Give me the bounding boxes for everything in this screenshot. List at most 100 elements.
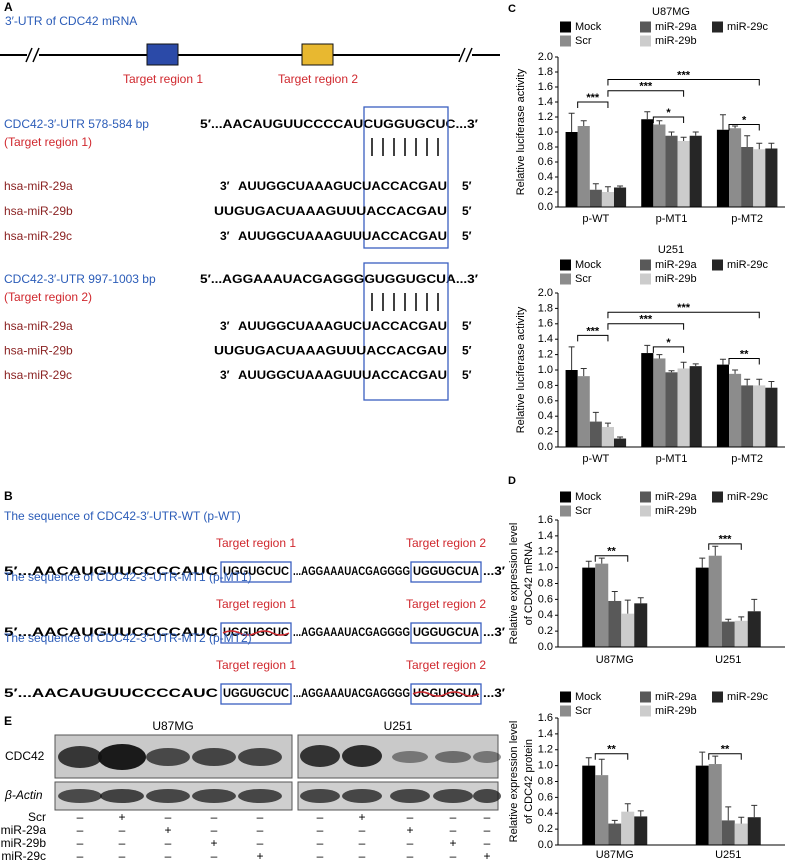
legend-label: Scr (575, 505, 592, 517)
prime-label: 5′ (462, 319, 472, 333)
treatment-sign: – (450, 810, 457, 824)
mirna-sequence: UUGUGACUAAAGUUUACCACGAU (214, 204, 447, 218)
treatment-sign: – (257, 836, 264, 850)
significance-label: ** (607, 546, 616, 558)
treatment-sign: – (359, 823, 366, 837)
treatment-sign: – (77, 836, 84, 850)
legend-swatch (560, 273, 571, 285)
sequence-title: The sequence of CDC42-3′-UTR-WT (p-WT) (4, 509, 241, 523)
legend-swatch (640, 35, 651, 47)
y-axis-title: of CDC42 mRNA (523, 541, 535, 625)
legend-label: miR-29c (727, 259, 768, 271)
treatment-sign: + (210, 836, 217, 850)
legend-label: Mock (575, 21, 602, 33)
y-tick-label: 0.2 (538, 625, 553, 637)
y-tick-label: 0.2 (538, 186, 553, 198)
y-tick-label: 0.8 (538, 577, 553, 589)
bar (577, 376, 590, 447)
panel-label: B (4, 489, 13, 503)
treatment-sign: – (484, 823, 491, 837)
treatment-sign: – (407, 849, 414, 861)
mutation-mark (222, 630, 290, 636)
x-tick-label: p-MT2 (731, 213, 763, 225)
sequence-part: ...3′ (483, 564, 505, 578)
y-tick-label: 0.0 (538, 441, 553, 453)
significance-bracket (607, 323, 685, 330)
site-name: CDC42-3′-UTR 578-584 bp (4, 117, 149, 131)
bar (721, 820, 735, 845)
treatment-sign: – (484, 810, 491, 824)
treatment-sign: + (164, 823, 171, 837)
error-bar (719, 114, 726, 130)
treatment-sign: – (77, 810, 84, 824)
significance-label: * (742, 114, 747, 126)
error-bar (617, 436, 624, 439)
bar (665, 135, 678, 207)
x-tick-label: p-WT (582, 453, 609, 465)
error-bar (692, 363, 699, 367)
legend-swatch (640, 273, 651, 285)
x-tick-label: p-WT (582, 213, 609, 225)
significance-bracket (708, 543, 742, 550)
treatment-sign: – (407, 810, 414, 824)
error-bar (598, 758, 605, 776)
legend-label: miR-29a (655, 259, 697, 271)
prime-label: 5′ (462, 229, 472, 243)
y-tick-label: 1.6 (538, 712, 553, 724)
error-bar (744, 378, 751, 386)
legend-swatch (560, 21, 571, 33)
y-tick-label: 1.2 (538, 111, 553, 123)
significance-label: *** (586, 92, 600, 104)
significance-label: *** (639, 314, 653, 326)
sequence-title: The sequence of CDC42-3′-UTR-MT2 (p-MT2) (4, 631, 252, 645)
treatment-sign: – (119, 836, 126, 850)
bar (641, 353, 654, 447)
x-tick-label: p-MT1 (656, 453, 688, 465)
error-bar (656, 120, 663, 125)
target-region-label: Target region 1 (216, 536, 296, 550)
bar (729, 128, 742, 207)
target-box-2 (301, 43, 334, 66)
y-tick-label: 2.0 (538, 51, 553, 63)
significance-bracket (607, 311, 760, 319)
error-bar (680, 361, 687, 369)
treatment-sign: – (317, 836, 324, 850)
site-region: (Target region 2) (4, 290, 92, 304)
error-bar (725, 618, 732, 622)
treatment-sign: – (211, 810, 218, 824)
error-bar (751, 804, 758, 818)
x-tick-label: U251 (715, 654, 741, 666)
error-bar (699, 557, 706, 568)
error-bar (712, 755, 719, 765)
western-blot (54, 734, 501, 811)
mirna-name: hsa-miR-29b (4, 204, 73, 218)
sequence-part: 5′...AACAUGUUCCCCAUC (4, 625, 218, 639)
error-bar (568, 112, 575, 132)
significance-label: * (666, 107, 671, 119)
bar (601, 426, 614, 447)
legend-label: miR-29b (655, 505, 697, 517)
y-tick-label: 0.6 (538, 791, 553, 803)
legend-label: miR-29c (727, 691, 768, 703)
y-tick-label: 1.8 (538, 66, 553, 78)
y-tick-label: 0.0 (538, 839, 553, 851)
significance-label: *** (677, 69, 691, 81)
bar (582, 567, 596, 647)
bar (608, 600, 622, 647)
treatment-sign: + (449, 836, 456, 850)
bar (589, 189, 602, 207)
panel-label: C (508, 3, 516, 15)
mrna-sequence: 5′...AGGAAAUACGAGGGGUGGUGCUA...3′ (200, 272, 478, 286)
mirna-sequence: AUUGGCUAAAGUUUACCACGAU (238, 368, 447, 382)
panel-label: E (4, 714, 12, 728)
mirna-name: hsa-miR-29a (4, 179, 73, 193)
error-bar (668, 370, 675, 373)
error-bar (719, 358, 726, 365)
bar (753, 149, 766, 207)
bar (595, 775, 609, 845)
treatment-sign: – (119, 823, 126, 837)
error-bar (732, 125, 739, 129)
legend-label: miR-29c (727, 21, 768, 33)
y-tick-label: 0.6 (538, 395, 553, 407)
